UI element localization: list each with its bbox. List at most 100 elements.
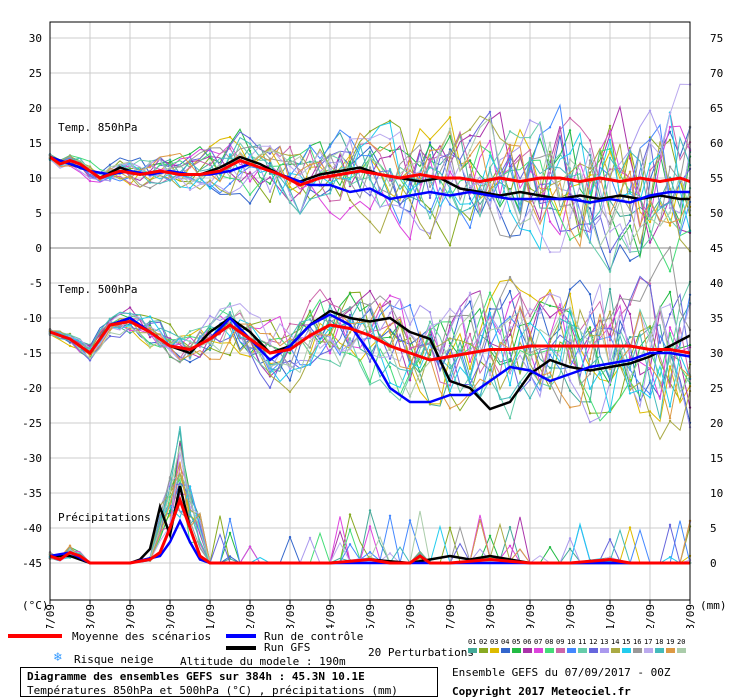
perturbation-point (468, 184, 472, 188)
perturbation-point (488, 116, 492, 119)
perturbation-point (408, 156, 412, 159)
perturbation-point (408, 379, 412, 382)
perturbation-point (348, 180, 352, 184)
right-tick-label: 30 (710, 347, 723, 360)
perturbation-point (528, 321, 532, 325)
perturbation-point (368, 137, 372, 140)
perturbation-point (348, 165, 352, 168)
perturbation-point (388, 331, 392, 334)
perturbation-point (488, 298, 492, 301)
perturbation-point (488, 373, 492, 377)
perturbation-point (608, 335, 612, 338)
perturbation-point (428, 185, 432, 188)
perturbation-point (208, 357, 212, 361)
perturbation-point (508, 352, 512, 355)
perturbation-point (368, 525, 372, 528)
left-tick-label: -40 (22, 522, 42, 535)
perturbation-point (548, 366, 552, 370)
perturbation-point (448, 203, 452, 206)
date-tick-label: 14/09 (324, 604, 337, 628)
perturbation-point (388, 390, 392, 393)
perturbation-point (508, 396, 512, 399)
perturbation-point (428, 333, 432, 336)
perturbation-point (408, 369, 412, 373)
perturbation-point (168, 178, 172, 182)
perturbation-point (248, 153, 252, 156)
perturbation-point (108, 179, 112, 182)
perturbation-point (668, 221, 672, 225)
perturbation-point (588, 341, 592, 344)
perturbation-point (188, 177, 192, 181)
perturbation-point (488, 534, 492, 537)
perturbation-point (148, 336, 152, 339)
right-tick-label: 65 (710, 102, 723, 115)
perturbation-point (548, 546, 552, 549)
perturbation-point (328, 316, 332, 319)
perturbation-point (268, 163, 272, 166)
panel-label-precip: Précipitations (58, 511, 151, 524)
perturbation-point (648, 230, 652, 233)
perturbation-point (368, 308, 372, 311)
perturbation-point (348, 513, 352, 516)
perturbation-point (528, 119, 532, 122)
mean-swatch (8, 634, 62, 638)
perturbation-point (168, 509, 172, 513)
perturbation-point (548, 250, 552, 254)
perturbation-point (528, 361, 532, 364)
perturbation-point (148, 186, 152, 190)
perturbation-point (388, 121, 392, 125)
perturbation-point (308, 339, 312, 343)
perturbation-point (428, 166, 432, 169)
perturbation-point (308, 346, 312, 349)
perturbation-point (188, 356, 192, 359)
perturbation-point (448, 363, 452, 367)
perturbation-point (428, 181, 432, 185)
gfs-label: Run GFS (264, 641, 311, 654)
perturbation-point (268, 339, 272, 342)
right-tick-label: 5 (710, 522, 717, 535)
perturbation-point (228, 305, 232, 308)
perturbation-point (648, 364, 652, 367)
perturbation-point (288, 341, 292, 344)
perturbation-point (168, 154, 172, 157)
perturbation-point (288, 333, 292, 336)
perturbation-point (628, 376, 632, 379)
altitude-label: Altitude du modele : 190m (180, 655, 346, 668)
left-tick-label: -5 (29, 277, 42, 290)
legend: Moyenne des scénarios Run de contrôle Ru… (0, 628, 740, 700)
perturbation-point (508, 317, 512, 321)
right-tick-label: 70 (710, 67, 723, 80)
perturbation-point (648, 162, 652, 165)
perturbation-number: 09 (556, 638, 565, 646)
perturbation-point (268, 182, 272, 185)
perturbation-point (548, 289, 552, 292)
perturbation-point (88, 179, 92, 183)
date-tick-label: 16/09 (404, 604, 417, 628)
perturbation-point (308, 318, 312, 321)
perturbation-point (488, 183, 492, 186)
perturbation-point (308, 363, 312, 366)
perturbation-point (668, 405, 672, 408)
perturbation-point (468, 226, 472, 229)
perturbation-point (568, 547, 572, 550)
perturbation-point (288, 193, 292, 196)
perturbation-point (188, 354, 192, 357)
perturbation-point (248, 545, 252, 548)
perturbation-point (468, 291, 472, 294)
perturbation-point (428, 320, 432, 323)
perturbation-point (388, 155, 392, 158)
perturbation-point (328, 333, 332, 337)
perturbation-point (248, 174, 252, 177)
perturbation-point (288, 189, 292, 192)
right-tick-label: 60 (710, 137, 723, 150)
perturbation-number: 07 (534, 638, 543, 646)
perturbation-point (668, 359, 672, 362)
perturbation-point (588, 181, 592, 184)
perturbation-point (448, 320, 452, 323)
perturbation-point (468, 202, 472, 205)
left-tick-label: -15 (22, 347, 42, 360)
perturbation-point (348, 178, 352, 181)
perturbation-point (388, 365, 392, 369)
perturbation-point (368, 150, 372, 153)
perturbation-point (448, 148, 452, 151)
